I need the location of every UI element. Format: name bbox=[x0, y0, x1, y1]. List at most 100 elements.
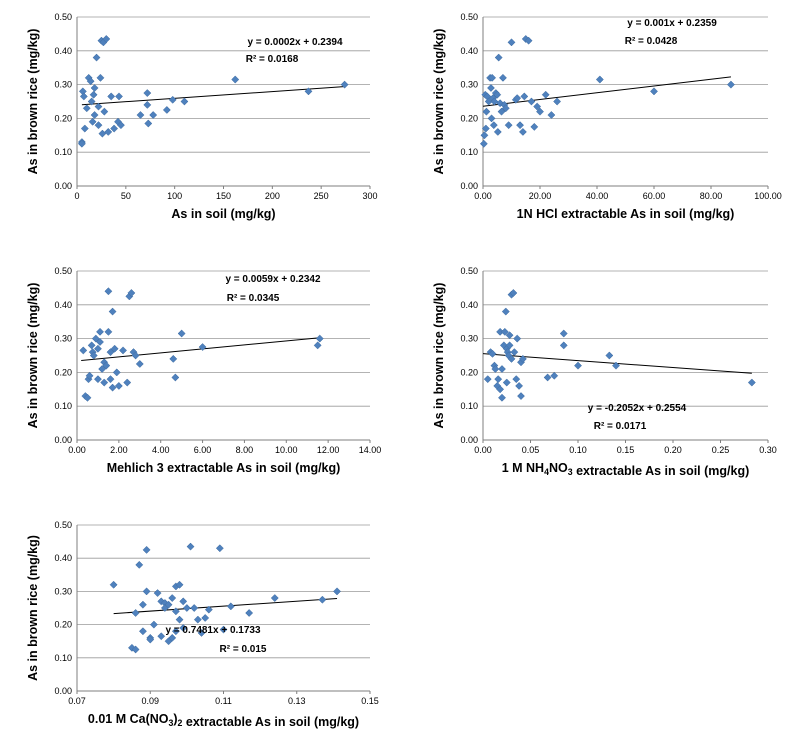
data-point bbox=[80, 124, 89, 133]
trendline bbox=[81, 85, 346, 106]
data-point bbox=[89, 90, 98, 99]
data-point bbox=[517, 392, 525, 401]
data-point bbox=[494, 375, 503, 384]
x-tick-label: 8.00 bbox=[236, 445, 254, 455]
x-tick-label: 60.00 bbox=[643, 191, 666, 201]
data-point bbox=[136, 111, 145, 119]
data-point bbox=[177, 329, 186, 338]
y-tick-label: 0.10 bbox=[460, 401, 478, 411]
x-axis-title: 1N HCl extractable As in soil (mg/kg) bbox=[517, 207, 735, 221]
data-point bbox=[491, 365, 500, 373]
data-point bbox=[127, 289, 136, 297]
data-point bbox=[605, 351, 614, 360]
data-point bbox=[315, 334, 324, 343]
x-tick-label: 0.10 bbox=[569, 445, 587, 455]
x-tick-label: 80.00 bbox=[700, 191, 723, 201]
x-tick-label: 150 bbox=[216, 191, 231, 201]
data-point bbox=[501, 307, 510, 316]
data-point bbox=[510, 348, 519, 357]
y-tick-label: 0.40 bbox=[54, 553, 72, 563]
data-point bbox=[96, 73, 105, 82]
y-axis-title: As in brown rice (mg/kg) bbox=[26, 29, 40, 175]
x-axis-title: Mehlich 3 extractable As in soil (mg/kg) bbox=[107, 461, 341, 475]
data-point bbox=[138, 627, 147, 636]
data-point bbox=[507, 354, 516, 363]
data-point bbox=[131, 351, 140, 360]
regression-equation: y = -0.2052x + 0.2554 bbox=[588, 403, 687, 414]
data-point bbox=[313, 341, 322, 350]
data-point bbox=[90, 84, 99, 92]
data-point bbox=[488, 349, 497, 358]
regression-equation: y = 0.7481x + 0.1733 bbox=[165, 625, 261, 636]
x-tick-label: 0.09 bbox=[141, 696, 159, 706]
x-tick-label: 0.15 bbox=[361, 696, 379, 706]
data-point bbox=[179, 597, 188, 606]
x-tick-label: 14.00 bbox=[359, 445, 382, 455]
x-tick-label: 2.00 bbox=[110, 445, 128, 455]
data-point bbox=[108, 307, 117, 316]
data-point bbox=[146, 635, 155, 644]
y-tick-label: 0.20 bbox=[54, 367, 72, 377]
data-point bbox=[231, 75, 240, 84]
x-tick-label: 200 bbox=[265, 191, 280, 201]
data-point bbox=[138, 600, 147, 609]
data-point bbox=[89, 351, 98, 360]
y-axis-title: As in brown rice (mg/kg) bbox=[432, 283, 446, 429]
chart-2: 0.00 0.10 0.20 0.30 0.40 0.50 0.00 20.00 40.00 60… bbox=[432, 12, 782, 221]
data-point bbox=[77, 139, 86, 148]
y-tick-label: 0.30 bbox=[54, 586, 72, 596]
data-point bbox=[135, 359, 144, 368]
data-point bbox=[500, 327, 509, 336]
data-point bbox=[530, 122, 539, 131]
x-tick-label: 4.00 bbox=[152, 445, 170, 455]
x-tick-label: 0.13 bbox=[288, 696, 306, 706]
x-tick-label: 0.15 bbox=[617, 445, 635, 455]
data-point bbox=[157, 597, 166, 606]
data-point bbox=[142, 545, 151, 554]
data-point bbox=[123, 378, 132, 387]
data-point bbox=[518, 127, 527, 136]
y-tick-label: 0.50 bbox=[54, 520, 72, 530]
data-point bbox=[487, 84, 495, 92]
r-squared-label: R² = 0.0345 bbox=[227, 293, 280, 304]
y-tick-label: 0.20 bbox=[460, 113, 478, 123]
y-tick-label: 0.10 bbox=[460, 147, 478, 157]
data-point bbox=[168, 594, 177, 602]
data-point bbox=[498, 393, 506, 402]
y-tick-label: 0.20 bbox=[54, 113, 72, 123]
chart-5: 0.00 0.10 0.20 0.30 0.40 0.50 0.07 0.09 0.11 0.13… bbox=[26, 520, 379, 729]
data-point bbox=[182, 604, 191, 612]
data-point bbox=[168, 633, 177, 642]
data-point bbox=[480, 131, 489, 140]
regression-equation: y = 0.001x + 0.2359 bbox=[627, 18, 717, 29]
data-point bbox=[559, 341, 568, 350]
data-point bbox=[501, 104, 510, 113]
data-point bbox=[110, 344, 119, 353]
data-point bbox=[135, 560, 144, 569]
data-point bbox=[190, 604, 199, 612]
data-point bbox=[96, 327, 104, 336]
data-point bbox=[171, 607, 180, 616]
data-point bbox=[507, 38, 516, 47]
y-tick-label: 0.40 bbox=[54, 300, 72, 310]
data-point bbox=[92, 53, 101, 62]
data-point bbox=[171, 373, 180, 382]
data-point bbox=[201, 614, 210, 622]
x-axis-title: As in soil (mg/kg) bbox=[171, 207, 275, 221]
x-tick-label: 0.11 bbox=[215, 696, 232, 706]
data-point bbox=[527, 97, 536, 106]
data-point bbox=[479, 139, 488, 148]
data-point bbox=[169, 354, 178, 363]
data-point bbox=[100, 107, 109, 116]
data-point bbox=[515, 381, 524, 390]
data-point bbox=[79, 346, 88, 355]
data-point bbox=[149, 620, 158, 629]
r-squared-label: R² = 0.0171 bbox=[594, 421, 647, 432]
data-point bbox=[87, 97, 96, 106]
y-tick-label: 0.50 bbox=[460, 266, 478, 276]
x-tick-label: 12.00 bbox=[317, 445, 340, 455]
data-point bbox=[180, 97, 189, 106]
data-point bbox=[88, 117, 97, 126]
data-point bbox=[93, 344, 102, 353]
data-point bbox=[91, 334, 100, 343]
